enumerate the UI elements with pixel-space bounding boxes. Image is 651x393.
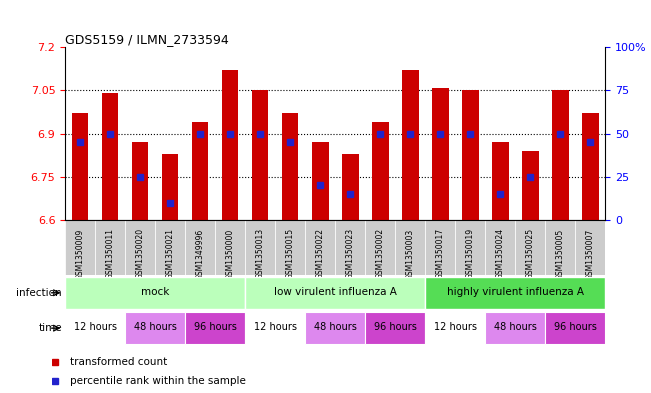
Text: GSM1350021: GSM1350021: [165, 228, 174, 279]
Bar: [546, 312, 605, 344]
Text: GSM1350024: GSM1350024: [496, 228, 505, 279]
Text: GSM1350002: GSM1350002: [376, 228, 385, 279]
Bar: [365, 220, 395, 275]
Text: time: time: [38, 323, 62, 333]
Text: GSM1350017: GSM1350017: [436, 228, 445, 279]
Text: 12 hours: 12 hours: [74, 322, 117, 332]
Text: GSM1350009: GSM1350009: [76, 228, 85, 279]
Bar: [575, 220, 605, 275]
Bar: [132, 142, 148, 220]
Text: GSM1350013: GSM1350013: [256, 228, 265, 279]
Text: 96 hours: 96 hours: [554, 322, 597, 332]
Bar: [522, 151, 538, 220]
Text: 48 hours: 48 hours: [314, 322, 357, 332]
Text: mock: mock: [141, 287, 169, 297]
Text: GSM1350020: GSM1350020: [135, 228, 145, 279]
Bar: [305, 312, 365, 344]
Bar: [365, 312, 425, 344]
Bar: [95, 220, 125, 275]
Bar: [215, 220, 245, 275]
Bar: [552, 90, 569, 220]
Bar: [425, 277, 605, 309]
Text: 96 hours: 96 hours: [374, 322, 417, 332]
Bar: [425, 312, 486, 344]
Bar: [102, 93, 118, 220]
Text: GSM1350022: GSM1350022: [316, 228, 325, 279]
Bar: [245, 277, 425, 309]
Bar: [65, 220, 95, 275]
Bar: [282, 114, 299, 220]
Text: 12 hours: 12 hours: [254, 322, 297, 332]
Bar: [402, 70, 419, 220]
Text: GSM1350025: GSM1350025: [526, 228, 535, 279]
Text: percentile rank within the sample: percentile rank within the sample: [70, 376, 246, 386]
Text: 48 hours: 48 hours: [494, 322, 537, 332]
Bar: [65, 312, 125, 344]
Bar: [125, 312, 185, 344]
Bar: [245, 312, 305, 344]
Bar: [546, 220, 575, 275]
Bar: [222, 70, 238, 220]
Text: GSM1350011: GSM1350011: [105, 228, 115, 279]
Bar: [582, 114, 599, 220]
Text: GSM1349996: GSM1349996: [196, 228, 204, 279]
Text: 48 hours: 48 hours: [133, 322, 176, 332]
Bar: [185, 220, 215, 275]
Bar: [455, 220, 486, 275]
Bar: [395, 220, 425, 275]
Text: 12 hours: 12 hours: [434, 322, 477, 332]
Bar: [275, 220, 305, 275]
Bar: [312, 142, 329, 220]
Bar: [245, 220, 275, 275]
Text: GSM1350015: GSM1350015: [286, 228, 295, 279]
Bar: [486, 312, 546, 344]
Bar: [72, 114, 89, 220]
Bar: [342, 154, 359, 220]
Bar: [162, 154, 178, 220]
Text: 96 hours: 96 hours: [194, 322, 236, 332]
Bar: [486, 220, 516, 275]
Bar: [516, 220, 546, 275]
Text: GSM1350005: GSM1350005: [556, 228, 565, 279]
Bar: [155, 220, 185, 275]
Bar: [425, 220, 455, 275]
Bar: [462, 90, 478, 220]
Text: low virulent influenza A: low virulent influenza A: [274, 287, 396, 297]
Text: transformed count: transformed count: [70, 357, 167, 367]
Bar: [252, 90, 268, 220]
Bar: [372, 122, 389, 220]
Bar: [432, 88, 449, 220]
Bar: [305, 220, 335, 275]
Text: GDS5159 / ILMN_2733594: GDS5159 / ILMN_2733594: [65, 33, 229, 46]
Text: highly virulent influenza A: highly virulent influenza A: [447, 287, 584, 297]
Text: GSM1350023: GSM1350023: [346, 228, 355, 279]
Bar: [192, 122, 208, 220]
Bar: [492, 142, 508, 220]
Bar: [125, 220, 155, 275]
Bar: [335, 220, 365, 275]
Text: infection: infection: [16, 288, 62, 298]
Text: GSM1350019: GSM1350019: [466, 228, 475, 279]
Bar: [65, 277, 245, 309]
Text: GSM1350007: GSM1350007: [586, 228, 595, 279]
Text: GSM1350000: GSM1350000: [226, 228, 235, 279]
Bar: [185, 312, 245, 344]
Text: GSM1350003: GSM1350003: [406, 228, 415, 279]
